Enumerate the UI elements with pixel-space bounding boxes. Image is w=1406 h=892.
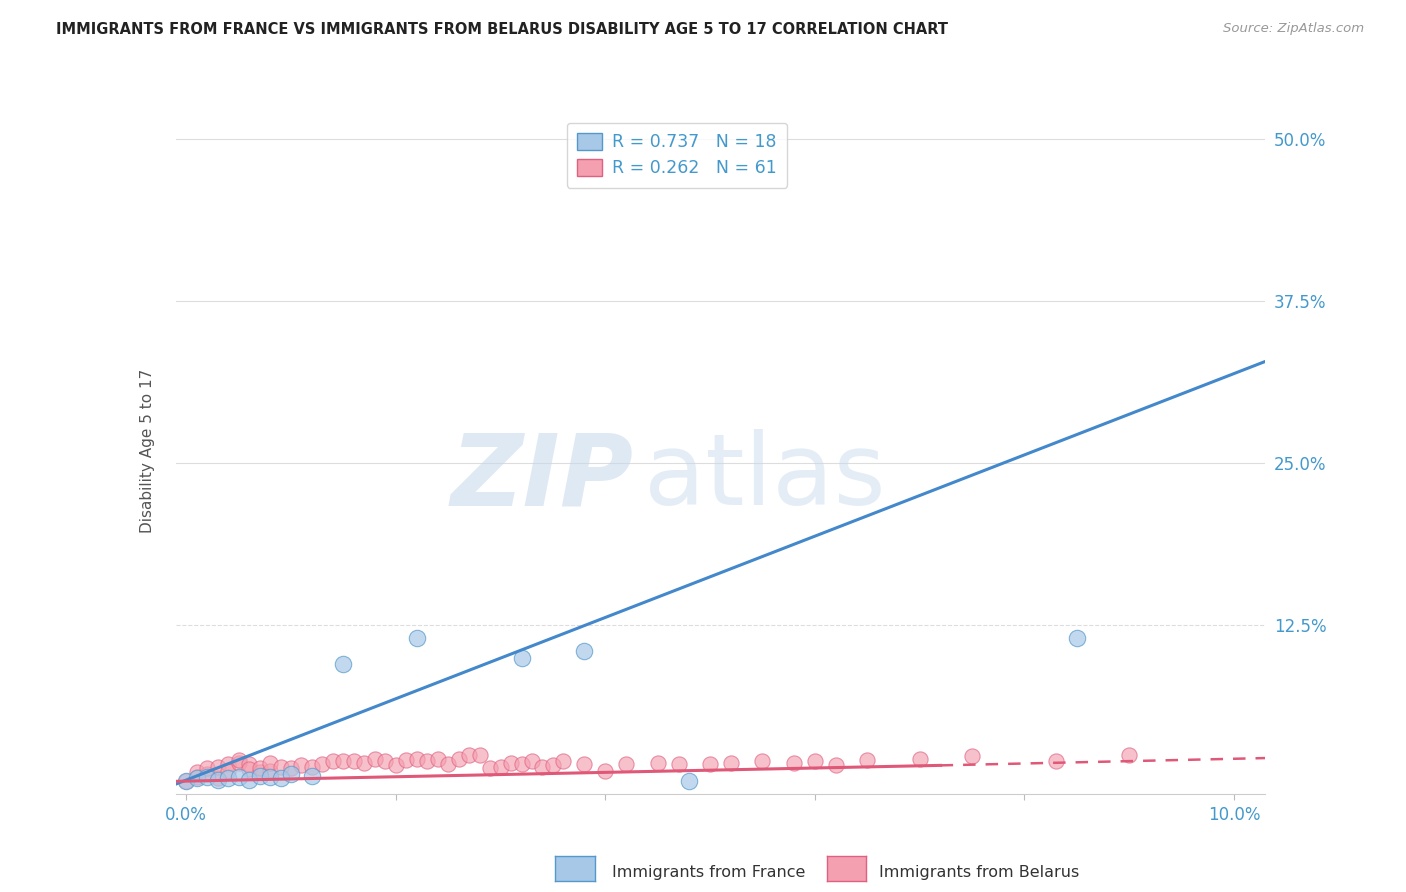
Point [259,770,281,784]
Point [499,756,522,770]
Point [510,757,533,772]
Point [699,757,721,772]
Point [290,758,312,772]
Point [332,755,354,769]
Point [174,773,197,788]
Point [574,757,596,772]
Point [207,772,229,787]
Point [249,769,271,783]
Point [804,755,827,769]
Point [479,761,502,775]
Text: ZIP: ZIP [450,429,633,526]
Point [195,767,218,781]
Point [270,772,292,786]
Point [207,772,229,786]
Point [280,767,302,781]
Point [280,761,302,775]
Point [783,756,806,770]
Point [426,752,449,766]
Point [614,757,637,772]
Point [186,764,208,779]
Point [174,773,197,788]
Text: Source: ZipAtlas.com: Source: ZipAtlas.com [1223,22,1364,36]
Point [364,752,387,766]
Point [595,764,617,778]
Point [217,757,239,772]
Point [228,770,250,784]
Point [217,772,239,786]
Text: Immigrants from France: Immigrants from France [612,865,806,880]
Text: atlas: atlas [644,429,886,526]
Point [259,756,281,770]
Point [416,755,439,769]
Point [332,657,354,672]
Point [510,650,533,665]
Point [311,757,333,772]
Point [238,762,260,776]
Point [437,757,460,772]
Point [751,755,773,769]
Point [207,759,229,773]
Point [238,757,260,772]
Point [270,759,292,773]
Point [489,759,512,773]
Point [520,755,543,769]
Point [468,747,491,762]
Point [217,764,239,778]
Point [249,761,271,775]
Point [1066,632,1088,646]
Point [186,772,208,786]
Point [824,758,846,772]
Point [678,773,700,788]
Point [1045,755,1067,769]
Point [720,756,742,770]
Point [574,644,596,658]
Point [908,752,931,766]
Y-axis label: Disability Age 5 to 17: Disability Age 5 to 17 [141,368,155,533]
Point [353,756,375,770]
Text: IMMIGRANTS FROM FRANCE VS IMMIGRANTS FROM BELARUS DISABILITY AGE 5 TO 17 CORRELA: IMMIGRANTS FROM FRANCE VS IMMIGRANTS FRO… [56,22,948,37]
Point [447,752,470,766]
Point [668,757,690,772]
Point [647,756,669,770]
Point [228,756,250,770]
Point [960,749,983,764]
Point [1118,747,1140,762]
Point [374,755,396,769]
Point [531,759,554,773]
Point [301,759,323,773]
Point [195,761,218,775]
Point [856,753,879,767]
Legend: R = 0.737   N = 18, R = 0.262   N = 61: R = 0.737 N = 18, R = 0.262 N = 61 [567,122,787,187]
Point [405,752,427,766]
Point [384,758,406,772]
Point [228,753,250,767]
Point [249,764,271,779]
Point [238,772,260,787]
Point [301,769,323,783]
Point [541,758,564,772]
Text: Immigrants from Belarus: Immigrants from Belarus [879,865,1078,880]
Point [322,755,344,769]
Point [405,632,427,646]
Point [186,770,208,784]
Point [395,753,418,767]
Point [259,764,281,778]
Point [458,747,481,762]
Point [195,770,218,784]
Point [553,755,575,769]
Point [343,755,366,769]
